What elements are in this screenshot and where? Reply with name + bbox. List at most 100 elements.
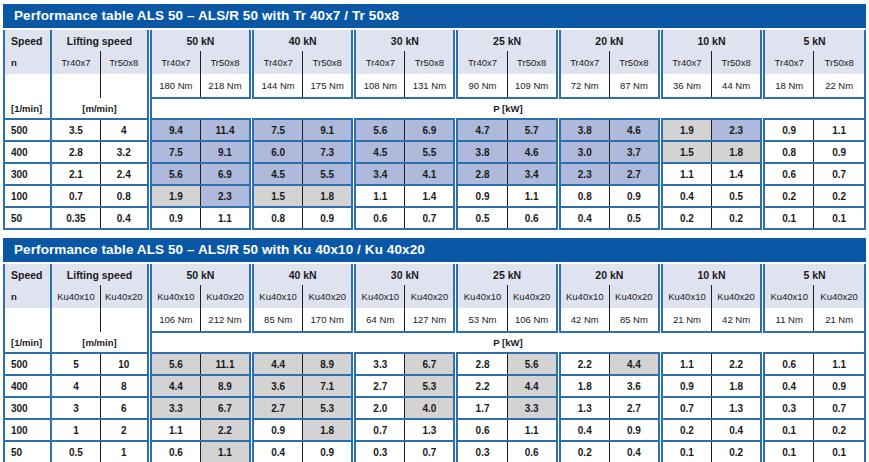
screw-column-header: Ku40x10 <box>456 285 507 308</box>
load-group-header: 20 kN <box>558 264 660 285</box>
screw-column-header: Ku40x20 <box>100 285 149 308</box>
torque-value: 85 Nm <box>609 308 660 332</box>
table-title: Performance table ALS 50 – ALS/R 50 with… <box>3 238 866 262</box>
power-value: 0.6 <box>456 419 507 441</box>
torque-value: 44 Nm <box>712 74 763 98</box>
lifting-value: 3 <box>51 397 100 419</box>
power-value: 1.1 <box>660 163 711 185</box>
lifting-unit: [m/min] <box>51 98 149 119</box>
lifting-value: 4 <box>51 375 100 397</box>
power-value: 5.6 <box>507 353 558 375</box>
power-value: 0.3 <box>354 441 405 462</box>
power-value: 0.4 <box>558 419 609 441</box>
torque-value: 131 Nm <box>405 74 456 98</box>
speed-unit: [1/min] <box>4 98 51 119</box>
power-value: 2.3 <box>558 163 609 185</box>
power-value: 2.2 <box>558 353 609 375</box>
screw-column-header: Ku40x10 <box>149 285 200 308</box>
power-value: 9.1 <box>303 119 354 141</box>
power-value: 0.5 <box>456 207 507 229</box>
table-row: 100121.12.20.91.80.71.30.61.10.40.90.20.… <box>4 419 865 441</box>
power-value: 0.9 <box>252 419 303 441</box>
lifting-value: 8 <box>100 375 149 397</box>
power-value: 1.1 <box>814 119 865 141</box>
screw-column-header: Tr50x8 <box>200 51 251 74</box>
power-value: 0.8 <box>252 207 303 229</box>
lifting-value: 10 <box>100 353 149 375</box>
power-value: 4.5 <box>354 141 405 163</box>
load-group-header: 10 kN <box>660 30 762 51</box>
power-value: 0.9 <box>814 141 865 163</box>
performance-table-ku-section: Performance table ALS 50 – ALS/R 50 with… <box>3 238 866 462</box>
power-value: 0.2 <box>712 207 763 229</box>
power-value: 5.6 <box>149 163 200 185</box>
screw-column-header: Tr40x7 <box>660 51 711 74</box>
power-value: 2.7 <box>252 397 303 419</box>
power-value: 5.6 <box>149 353 200 375</box>
screw-column-header: Ku40x10 <box>51 285 100 308</box>
power-value: 3.0 <box>558 141 609 163</box>
torque-value: 218 Nm <box>200 74 251 98</box>
speed-value: 100 <box>4 185 51 207</box>
torque-value: 42 Nm <box>558 308 609 332</box>
table-row: 5005105.611.14.48.93.36.72.85.62.24.41.1… <box>4 353 865 375</box>
power-value: 1.3 <box>712 397 763 419</box>
speed-value: 300 <box>4 397 51 419</box>
power-value: 3.3 <box>354 353 405 375</box>
table-row: 1000.70.81.92.31.51.81.11.40.91.10.80.90… <box>4 185 865 207</box>
power-value: 0.1 <box>763 441 814 462</box>
power-value: 4.4 <box>149 375 200 397</box>
performance-table-ku: SpeedLifting speed50 kN40 kN30 kN25 kN20… <box>3 264 866 462</box>
power-value: 6.7 <box>200 397 251 419</box>
load-group-header: 50 kN <box>149 30 251 51</box>
power-value: 5.5 <box>405 141 456 163</box>
power-value: 6.9 <box>405 119 456 141</box>
torque-value: 180 Nm <box>149 74 200 98</box>
power-value: 0.2 <box>814 185 865 207</box>
power-value: 0.6 <box>763 163 814 185</box>
power-value: 0.1 <box>660 441 711 462</box>
empty-cell <box>51 308 100 332</box>
power-value: 4.5 <box>252 163 303 185</box>
empty-cell <box>100 308 149 332</box>
power-value: 7.5 <box>149 141 200 163</box>
power-value: 4.7 <box>456 119 507 141</box>
power-value: 8.9 <box>200 375 251 397</box>
power-value: 0.2 <box>763 185 814 207</box>
power-value: 0.8 <box>558 185 609 207</box>
empty-cell <box>100 74 149 98</box>
torque-value: 108 Nm <box>354 74 405 98</box>
torque-value: 127 Nm <box>405 308 456 332</box>
screw-column-header: Ku40x10 <box>252 285 303 308</box>
lifting-value: 0.7 <box>51 185 100 207</box>
power-value: 1.3 <box>558 397 609 419</box>
screw-column-header: Tr50x8 <box>405 51 456 74</box>
power-value: 1.4 <box>712 163 763 185</box>
screw-column-header: Tr40x7 <box>149 51 200 74</box>
torque-value: 144 Nm <box>252 74 303 98</box>
torque-value: 72 Nm <box>558 74 609 98</box>
power-value: 7.5 <box>252 119 303 141</box>
table-row: 500.510.61.10.40.90.30.70.30.60.20.40.10… <box>4 441 865 462</box>
load-group-header: 5 kN <box>763 30 865 51</box>
load-group-header: 5 kN <box>763 264 865 285</box>
screw-column-header: Tr50x8 <box>507 51 558 74</box>
speed-header: Speed <box>4 30 51 51</box>
speed-value: 300 <box>4 163 51 185</box>
power-value: 4.4 <box>507 375 558 397</box>
screw-column-header: Tr50x8 <box>814 51 865 74</box>
load-group-header: 10 kN <box>660 264 762 285</box>
power-value: 0.9 <box>456 185 507 207</box>
screw-column-header: Tr40x7 <box>456 51 507 74</box>
speed-value: 50 <box>4 441 51 462</box>
lifting-value: 3.2 <box>100 141 149 163</box>
power-value: 0.9 <box>609 185 660 207</box>
load-group-header: 25 kN <box>456 264 558 285</box>
power-unit: P [kW] <box>149 332 865 353</box>
catalog-page: Performance table ALS 50 – ALS/R 50 with… <box>0 0 869 462</box>
power-value: 3.4 <box>354 163 405 185</box>
power-value: 0.9 <box>763 119 814 141</box>
power-value: 5.3 <box>405 375 456 397</box>
power-value: 0.2 <box>660 207 711 229</box>
torque-value: 212 Nm <box>200 308 251 332</box>
